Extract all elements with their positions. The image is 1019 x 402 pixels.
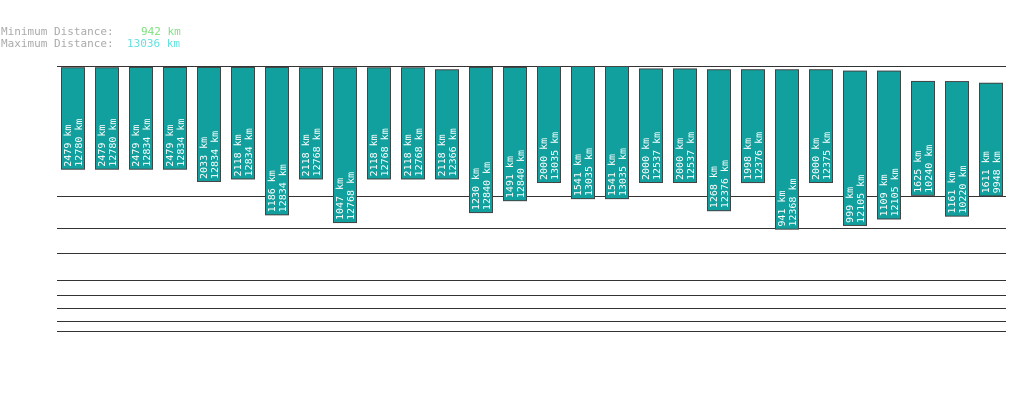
value-label: 1541 km — [573, 154, 584, 196]
value-label: 2118 km — [437, 134, 448, 176]
bar — [163, 66, 187, 170]
bar — [231, 66, 255, 180]
value-label: 2118 km — [301, 134, 312, 176]
bar — [367, 67, 391, 180]
bar — [503, 66, 527, 202]
min-value: 942 km — [141, 25, 181, 38]
value-label: 1611 km — [981, 151, 992, 193]
value-label: 1491 km — [505, 156, 516, 198]
value-label: 12834 km — [210, 131, 221, 179]
value-label: 2000 km — [641, 138, 652, 180]
value-label: 13035 km — [550, 132, 561, 180]
bar — [61, 67, 85, 170]
value-label: 12840 km — [516, 150, 527, 198]
bar — [435, 69, 459, 180]
bar — [265, 66, 289, 216]
value-label: 12376 km — [754, 132, 765, 180]
bar — [911, 80, 935, 196]
value-label: 12537 km — [686, 132, 697, 180]
value-label: 13035 km — [618, 148, 629, 196]
value-label: 2000 km — [675, 138, 686, 180]
value-label: 12366 km — [448, 128, 459, 176]
value-label: 941 km — [777, 191, 788, 227]
value-label: 1268 km — [709, 166, 720, 208]
bar — [197, 66, 221, 182]
bar — [333, 67, 357, 224]
value-label: 2118 km — [369, 134, 380, 176]
value-label: 12537 km — [652, 132, 663, 180]
bar — [129, 66, 153, 170]
bar — [945, 81, 969, 217]
bar — [571, 66, 595, 200]
bar — [843, 70, 867, 226]
value-label: 1230 km — [471, 168, 482, 210]
value-label: 2033 km — [199, 137, 210, 179]
value-label: 12834 km — [176, 119, 187, 167]
bar — [639, 68, 663, 183]
value-label: 1047 km — [335, 178, 346, 220]
bar — [775, 69, 799, 230]
value-label: 9948 km — [992, 151, 1003, 193]
value-label: 2118 km — [233, 134, 244, 176]
value-label: 12768 km — [380, 128, 391, 176]
bar — [741, 69, 765, 184]
max-label: Maximum Distance: — [1, 37, 114, 50]
value-label: 2000 km — [811, 138, 822, 180]
value-label: 1109 km — [879, 174, 890, 216]
value-label: 12105 km — [856, 175, 867, 223]
bar — [605, 66, 629, 200]
value-label: 12375 km — [822, 132, 833, 180]
bar — [809, 69, 833, 183]
bar — [401, 67, 425, 180]
value-label: 1625 km — [913, 151, 924, 193]
min-label: Minimum Distance: — [1, 25, 114, 38]
value-label: 1161 km — [947, 171, 958, 213]
bar — [299, 67, 323, 180]
value-label: 2479 km — [63, 125, 74, 167]
value-label: 2118 km — [403, 134, 414, 176]
value-label: 1541 km — [607, 154, 618, 196]
max-value: 13036 km — [127, 37, 180, 50]
value-label: 12105 km — [890, 168, 901, 216]
value-label: 1998 km — [743, 138, 754, 180]
value-label: 2479 km — [165, 125, 176, 167]
value-label: 12834 km — [244, 128, 255, 176]
bar — [95, 67, 119, 170]
value-label: 2000 km — [539, 138, 550, 180]
bar — [979, 82, 1003, 197]
value-label: 1186 km — [267, 170, 278, 212]
value-label: 12768 km — [312, 128, 323, 176]
value-label: 10240 km — [924, 145, 935, 193]
bar — [673, 68, 697, 183]
value-label: 12834 km — [278, 164, 289, 212]
value-label: 12368 km — [788, 178, 799, 226]
value-label: 12780 km — [74, 119, 85, 167]
value-label: 10220 km — [958, 165, 969, 213]
value-label: 12376 km — [720, 160, 731, 208]
value-label: 2479 km — [97, 125, 108, 167]
value-label: 12780 km — [108, 119, 119, 167]
bar — [537, 66, 561, 183]
bar — [707, 69, 731, 212]
value-label: 999 km — [845, 187, 856, 223]
value-label: 12768 km — [414, 128, 425, 176]
value-label: 12834 km — [142, 119, 153, 167]
bar — [877, 70, 901, 220]
value-label: 12840 km — [482, 162, 493, 210]
value-label: 2479 km — [131, 125, 142, 167]
value-label: 12768 km — [346, 172, 357, 220]
bar — [469, 66, 493, 214]
value-label: 13035 km — [584, 148, 595, 196]
